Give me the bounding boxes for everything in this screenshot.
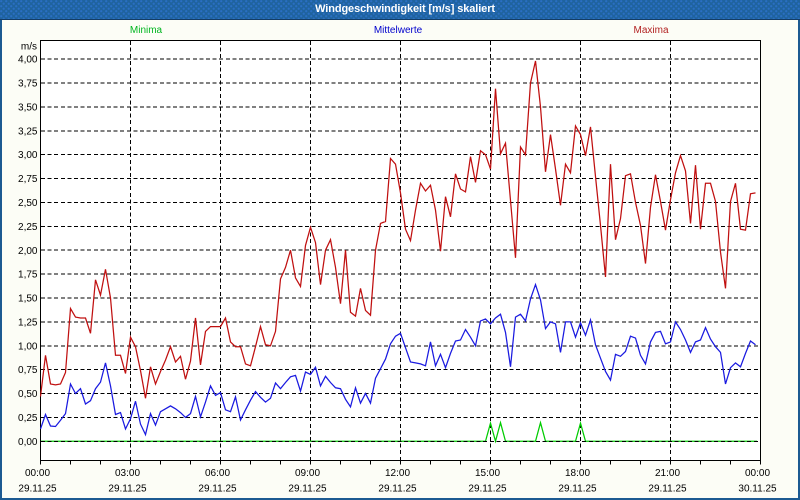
svg-text:29.11.25: 29.11.25 xyxy=(108,484,147,495)
svg-text:03:00: 03:00 xyxy=(115,468,140,479)
svg-text:29.11.25: 29.11.25 xyxy=(198,484,237,495)
svg-text:29.11.25: 29.11.25 xyxy=(378,484,417,495)
svg-text:29.11.25: 29.11.25 xyxy=(468,484,507,495)
svg-text:3,50: 3,50 xyxy=(18,103,38,114)
svg-text:4,00: 4,00 xyxy=(18,55,38,66)
svg-text:0,75: 0,75 xyxy=(18,365,38,376)
svg-text:2,25: 2,25 xyxy=(18,222,38,233)
svg-text:00:00: 00:00 xyxy=(25,468,50,479)
svg-text:3,75: 3,75 xyxy=(18,79,38,90)
svg-text:06:00: 06:00 xyxy=(205,468,230,479)
svg-text:1,50: 1,50 xyxy=(18,294,38,305)
svg-text:1,75: 1,75 xyxy=(18,270,38,281)
svg-text:30.11.25: 30.11.25 xyxy=(738,484,777,495)
svg-text:0,00: 0,00 xyxy=(18,437,38,448)
svg-text:m/s: m/s xyxy=(21,42,37,53)
svg-text:3,25: 3,25 xyxy=(18,126,38,137)
svg-text:1,00: 1,00 xyxy=(18,341,38,352)
svg-text:29.11.25: 29.11.25 xyxy=(18,484,57,495)
svg-text:2,75: 2,75 xyxy=(18,174,38,185)
svg-text:0,25: 0,25 xyxy=(18,413,38,424)
svg-text:2,50: 2,50 xyxy=(18,198,38,209)
svg-text:00:00: 00:00 xyxy=(745,468,770,479)
svg-text:29.11.25: 29.11.25 xyxy=(648,484,687,495)
svg-text:2,00: 2,00 xyxy=(18,246,38,257)
svg-text:21:00: 21:00 xyxy=(655,468,680,479)
svg-text:12:00: 12:00 xyxy=(385,468,410,479)
svg-text:18:00: 18:00 xyxy=(565,468,590,479)
svg-text:29.11.25: 29.11.25 xyxy=(558,484,597,495)
svg-text:15:00: 15:00 xyxy=(475,468,500,479)
svg-text:0,50: 0,50 xyxy=(18,389,38,400)
svg-text:1,25: 1,25 xyxy=(18,318,38,329)
svg-text:29.11.25: 29.11.25 xyxy=(288,484,327,495)
svg-text:09:00: 09:00 xyxy=(295,468,320,479)
svg-text:3,00: 3,00 xyxy=(18,150,38,161)
